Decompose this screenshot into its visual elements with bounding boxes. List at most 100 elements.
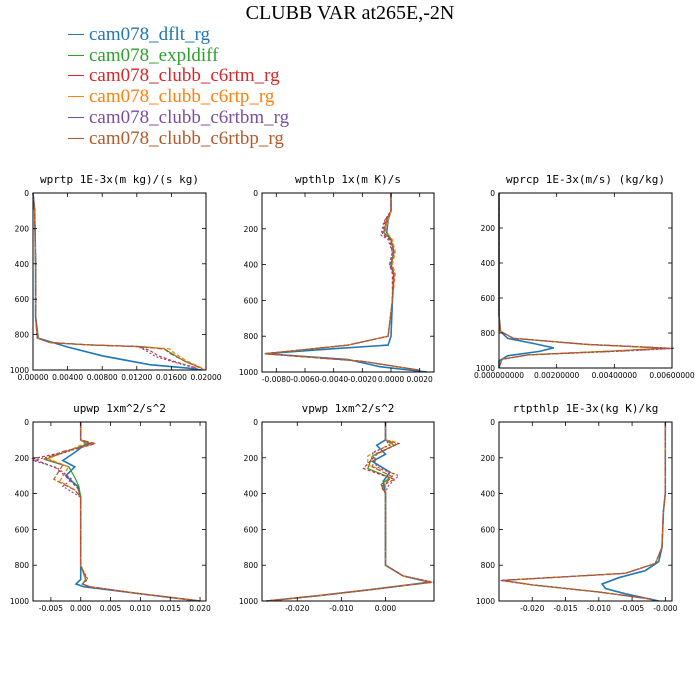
y-tick-label: 0 [490, 189, 495, 198]
x-tick-label: 0.00400000 [592, 371, 638, 380]
x-tick-label: 0.00800 [87, 373, 118, 382]
x-tick-label: 0.000 [375, 604, 397, 613]
y-tick-label: 600 [244, 296, 259, 305]
series-line [264, 193, 420, 371]
legend-swatch [68, 137, 84, 139]
legend-label: cam078_dflt_rg [89, 23, 211, 45]
x-tick-label: -0.0020 [348, 375, 377, 384]
x-tick-label: 0.01600 [156, 373, 187, 382]
x-tick-label: 0.00200000 [534, 371, 580, 380]
y-tick-label: 1000 [239, 368, 258, 377]
x-tick-label: -0.020 [520, 604, 544, 613]
series-line [266, 422, 432, 602]
series-line [266, 422, 435, 602]
series-line [30, 422, 201, 602]
x-tick-label: -0.005 [620, 604, 644, 613]
y-tick-label: 1000 [476, 597, 495, 606]
legend-swatch [68, 117, 84, 119]
y-tick-label: 600 [244, 525, 259, 534]
plot-frame [261, 421, 435, 602]
y-tick-label: 400 [15, 260, 30, 269]
x-tick-label: -0.015 [553, 604, 577, 613]
legend-item: cam078_clubb_c6rtbm_rg [68, 107, 289, 128]
legend-item: cam078_clubb_c6rtbp_rg [68, 128, 289, 149]
series-line [264, 193, 420, 371]
y-tick-label: 800 [15, 331, 30, 340]
series-line [32, 192, 205, 370]
plot-frame [498, 421, 673, 602]
x-tick-label: 0.005 [100, 604, 122, 613]
y-tick-label: 200 [244, 454, 259, 463]
y-tick-label: 0 [253, 189, 258, 198]
y-tick-label: 600 [481, 294, 496, 303]
series-line [43, 422, 201, 602]
panel-title: upwp 1xm^2/s^2 [73, 402, 166, 415]
plot-frame [261, 192, 435, 373]
x-tick-label: 0.00000 [17, 373, 48, 382]
x-tick-label: -0.010 [587, 604, 611, 613]
series-line [266, 422, 430, 602]
legend: cam078_dflt_rg cam078_expldiff cam078_cl… [68, 24, 289, 149]
legend-swatch [68, 96, 84, 98]
y-tick-label: 200 [15, 224, 30, 233]
y-tick-label: 0 [490, 418, 495, 427]
y-tick-label: 800 [244, 332, 259, 341]
y-tick-label: 400 [244, 261, 259, 270]
x-tick-label: 0.020 [189, 604, 211, 613]
y-tick-label: 600 [15, 525, 30, 534]
panel-title: wprcp 1E-3x(m/s) (kg/kg) [506, 173, 665, 186]
series-line [498, 193, 670, 369]
x-tick-label: 0.00400 [52, 373, 83, 382]
y-tick-label: 200 [15, 454, 30, 463]
legend-item: cam078_clubb_c6rtp_rg [68, 86, 289, 107]
x-tick-label: -0.0060 [291, 375, 320, 384]
panel-title: vpwp 1xm^2/s^2 [302, 402, 395, 415]
legend-swatch [68, 33, 84, 35]
y-tick-label: 400 [481, 259, 496, 268]
y-tick-label: 400 [15, 490, 30, 499]
series-line [32, 192, 198, 370]
panel-title: wpthlp 1x(m K)/s [295, 173, 401, 186]
legend-label: cam078_expldiff [89, 44, 219, 66]
x-tick-label: 0.015 [159, 604, 181, 613]
y-tick-label: 0 [24, 189, 29, 198]
series-line [502, 422, 666, 600]
series-line [266, 422, 432, 602]
x-tick-label: -0.0040 [319, 375, 348, 384]
series-line [32, 192, 198, 369]
y-tick-label: 200 [481, 224, 496, 233]
x-tick-label: 0.01200 [121, 373, 152, 382]
x-tick-label: 0.02000 [190, 373, 221, 382]
legend-label: cam078_clubb_c6rtbm_rg [89, 107, 290, 129]
y-tick-label: 800 [15, 561, 30, 570]
legend-item: cam078_clubb_c6rtm_rg [68, 66, 289, 87]
panel-title: wprtp 1E-3x(m kg)/(s kg) [40, 173, 199, 186]
series-line [266, 422, 432, 602]
series-line [32, 192, 202, 369]
y-tick-label: 0 [253, 418, 258, 427]
x-tick-label: 0.010 [130, 604, 152, 613]
y-tick-label: 200 [244, 225, 259, 234]
series-line [43, 422, 201, 602]
panel-title: rtpthlp 1E-3x(kg K)/kg [513, 402, 659, 415]
x-tick-label: -0.010 [329, 604, 353, 613]
x-tick-label: 0.0020 [407, 375, 433, 384]
x-tick-label: -0.005 [39, 604, 63, 613]
y-tick-label: 800 [481, 561, 496, 570]
y-tick-label: 200 [481, 454, 496, 463]
figure-title: CLUBB VAR at265E,-2N [245, 2, 455, 24]
y-tick-label: 1000 [10, 597, 29, 606]
y-tick-label: 1000 [476, 364, 495, 373]
x-tick-label: 0.000 [70, 604, 92, 613]
legend-item: cam078_expldiff [68, 45, 289, 66]
y-tick-label: 1000 [239, 597, 258, 606]
y-tick-label: 600 [15, 295, 30, 304]
series-line [46, 422, 201, 602]
legend-label: cam078_clubb_c6rtp_rg [89, 86, 275, 108]
plot-frame [32, 192, 207, 371]
y-tick-label: 400 [244, 490, 259, 499]
series-line [264, 193, 420, 371]
x-tick-label: 0.0000 [378, 375, 404, 384]
legend-label: cam078_clubb_c6rtbp_rg [89, 127, 284, 149]
x-tick-label: 0.00600000 [649, 371, 695, 380]
